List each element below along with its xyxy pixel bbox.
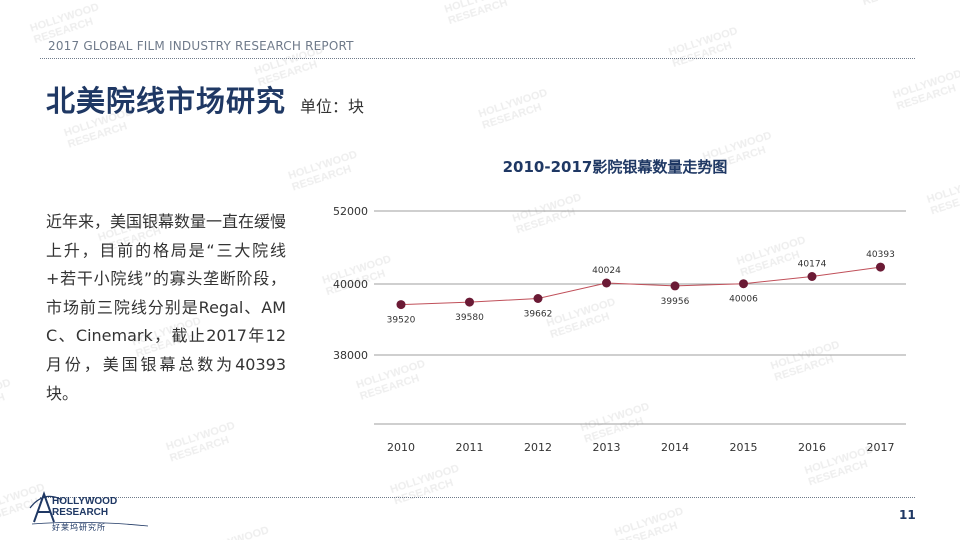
x-tick-label: 2011 [456, 441, 484, 454]
y-tick-label: 40000 [333, 278, 368, 291]
data-label: 39580 [455, 313, 484, 323]
data-point [807, 272, 817, 281]
hollywood-research-logo-icon [29, 491, 149, 527]
y-tick-label: 38000 [333, 349, 368, 362]
report-title: 2017 GLOBAL FILM INDUSTRY RESEARCH REPOR… [48, 39, 354, 53]
y-axis-ticks: 52000 40000 38000 [333, 205, 368, 362]
data-label: 40393 [866, 250, 895, 260]
page-title: 北美院线市场研究 [46, 84, 287, 118]
chart-title: 2010-2017影院银幕数量走势图 [503, 158, 728, 176]
data-point [396, 300, 406, 310]
logo-line-1: HOLLYWOOD [52, 496, 118, 507]
x-tick-label: 2017 [867, 441, 895, 454]
series-line [400, 266, 881, 306]
x-tick-label: 2010 [387, 441, 415, 454]
x-tick-label: 2013 [593, 441, 621, 454]
x-axis-ticks: 2010 2011 2012 2013 2014 2015 2016 2017 [387, 441, 895, 454]
data-points [396, 262, 885, 310]
logo-text-cn: 好莱坞研究所 [52, 523, 106, 532]
data-point [533, 294, 543, 303]
description-paragraph: 近年来，美国银幕数量一直在缓慢上升，目前的格局是“三大院线+若干小院线”的寡头垄… [46, 212, 287, 403]
y-tick-label: 52000 [333, 205, 368, 218]
data-label: 40024 [592, 266, 621, 276]
data-label: 39956 [661, 297, 690, 307]
x-tick-label: 2012 [524, 441, 552, 454]
data-point [876, 262, 885, 272]
data-label: 39520 [387, 316, 416, 326]
page-number: 11 [899, 508, 916, 522]
data-point [602, 278, 611, 288]
logo-line-2: RESEARCH [52, 507, 109, 518]
data-label: 40174 [798, 260, 827, 270]
logo-text-en: HOLLYWOOD RESEARCH [52, 496, 117, 518]
data-point [465, 297, 474, 307]
unit-label: 单位：块 [300, 97, 365, 116]
x-tick-label: 2014 [661, 441, 689, 454]
data-labels: 39520 39580 39662 40024 39956 40006 40174 40393 [387, 250, 895, 326]
chart-grid [374, 210, 906, 425]
data-label: 39662 [524, 310, 553, 320]
data-point [739, 279, 748, 289]
header-divider [40, 58, 915, 59]
footer-divider [40, 497, 915, 498]
data-label: 40006 [729, 295, 758, 305]
x-tick-label: 2016 [798, 441, 826, 454]
x-tick-label: 2015 [730, 441, 758, 454]
data-point [670, 281, 680, 291]
